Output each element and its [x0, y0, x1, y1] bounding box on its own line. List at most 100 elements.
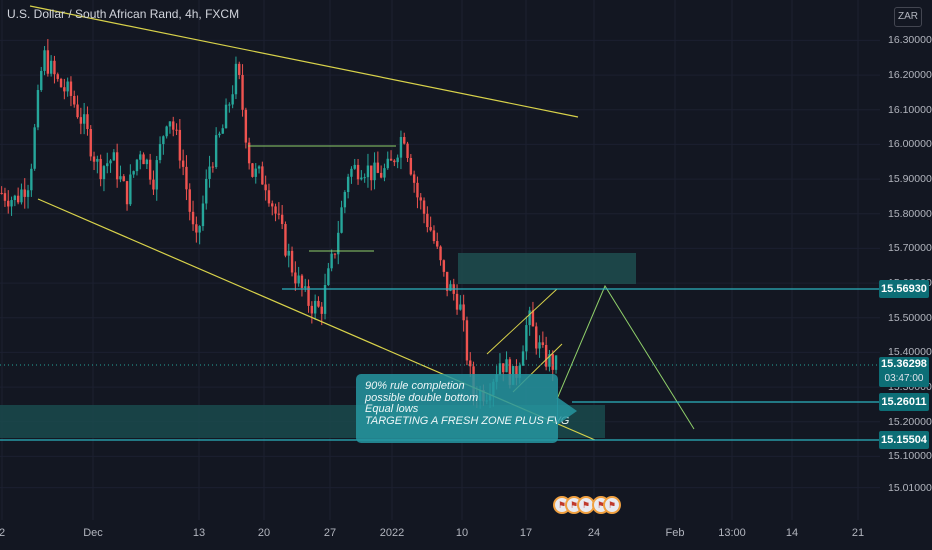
candle-body — [379, 172, 383, 178]
candle-body — [185, 166, 188, 190]
candle-body — [96, 158, 99, 162]
candle-body — [158, 144, 162, 161]
candle-body — [244, 109, 248, 143]
flag-icon[interactable]: ⚑ — [603, 496, 621, 514]
annotation-line-4: TARGETING A FRESH ZONE PLUS FVG — [365, 414, 570, 427]
candle-body — [356, 164, 360, 180]
candle-body — [396, 157, 399, 163]
candle-body — [267, 190, 271, 204]
y-tick-label: 16.10000 — [888, 103, 932, 116]
y-tick-label: 15.70000 — [888, 242, 932, 255]
candle-body — [412, 174, 416, 183]
candle-body — [53, 60, 56, 75]
candle-body — [168, 121, 172, 127]
candle-body — [238, 63, 241, 75]
candle-body — [370, 165, 373, 181]
candle-body — [294, 272, 297, 284]
candle-body — [125, 181, 129, 205]
candle-body — [343, 192, 347, 208]
candle-body — [277, 213, 281, 215]
upper-trendline — [29, 5, 579, 118]
candle-body — [393, 160, 396, 163]
candle-body — [3, 193, 7, 201]
candle-body — [304, 286, 307, 288]
candle-body — [251, 163, 254, 177]
candle-body — [360, 177, 363, 180]
candle-body — [257, 166, 261, 169]
y-tick-label: 15.20000 — [888, 415, 932, 428]
candle-body — [373, 162, 376, 181]
candle-body — [172, 121, 175, 130]
candle-body — [297, 275, 300, 284]
candle-body — [317, 300, 320, 307]
candle-body — [406, 143, 409, 158]
candle-body — [531, 310, 535, 327]
x-tick-label: 27 — [323, 527, 337, 539]
price-tag-15-26011: 15.26011 — [879, 393, 929, 411]
candle-body — [49, 60, 53, 74]
candle-body — [284, 224, 287, 256]
candle-body — [528, 310, 531, 326]
candle-body — [26, 190, 30, 197]
candle-body — [145, 159, 149, 165]
y-tick-label: 16.30000 — [888, 34, 932, 47]
candle-body — [274, 206, 277, 214]
candle-body — [551, 354, 554, 370]
y-tick-label: 16.00000 — [888, 138, 932, 151]
candle-body — [234, 63, 238, 95]
candle-body — [79, 117, 83, 124]
candle-body — [33, 127, 36, 169]
candle-body — [459, 304, 462, 310]
candle-body — [366, 165, 370, 178]
candle-body — [99, 158, 102, 180]
candle-body — [389, 158, 393, 161]
candle-body — [271, 203, 274, 207]
candle-body — [23, 189, 26, 197]
annotation-line-2: possible double bottom — [365, 391, 479, 404]
candle-body — [416, 182, 419, 198]
candle-body — [115, 152, 119, 180]
candle-body — [264, 184, 267, 191]
candle-body — [20, 189, 23, 203]
candle-body — [89, 128, 92, 157]
annotation-callout[interactable]: 90% rule completion possible double bott… — [356, 374, 570, 443]
candle-body — [0, 192, 3, 194]
x-tick-label: 20 — [257, 527, 271, 539]
candle-body — [346, 176, 350, 193]
annotation-line-1: 90% rule completion — [365, 380, 465, 392]
candle-body — [86, 114, 89, 129]
candle-body — [544, 345, 548, 367]
currency-badge[interactable]: ZAR — [894, 7, 922, 27]
candle-body — [76, 104, 79, 118]
candle-body — [337, 232, 340, 255]
candle-body — [521, 351, 525, 366]
x-tick-label: 17 — [519, 527, 533, 539]
candle-body — [383, 168, 386, 178]
candle-body — [442, 260, 446, 272]
candle-body — [541, 342, 545, 346]
candle-body — [310, 305, 314, 314]
current-price-tag — [879, 357, 929, 387]
x-tick-label: 2022 — [379, 527, 405, 539]
candle-body — [59, 78, 63, 88]
candle-body — [188, 189, 191, 212]
candle-body — [191, 211, 195, 225]
candle-body — [436, 241, 439, 247]
candle-body — [280, 214, 284, 225]
candle-body — [135, 159, 139, 172]
candle-body — [40, 70, 43, 91]
candle-body — [241, 74, 244, 110]
current-price-value: 15.36298 — [881, 358, 927, 370]
candle-body — [455, 293, 459, 310]
candle-body — [102, 166, 106, 180]
projection-path — [556, 284, 695, 430]
candle-body — [353, 164, 356, 169]
candle-body — [165, 126, 168, 137]
candle-body — [214, 135, 218, 167]
candle-body — [535, 326, 538, 349]
candle-body — [429, 227, 432, 231]
candle-body — [313, 300, 317, 314]
x-tick-label: Feb — [665, 527, 685, 539]
candle-body — [445, 271, 449, 291]
